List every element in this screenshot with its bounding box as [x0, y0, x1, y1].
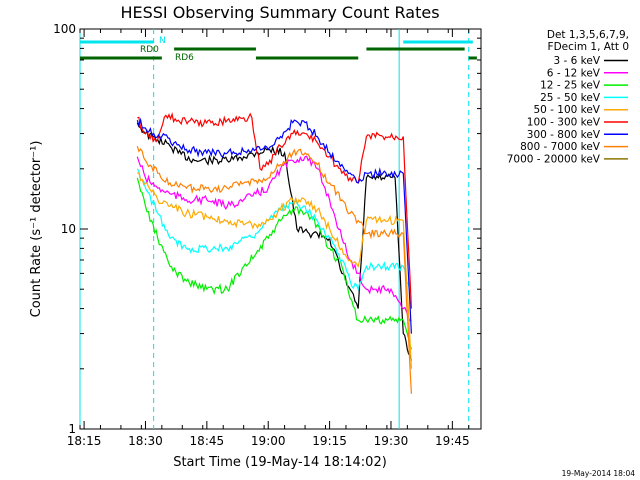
x-tick-label-4: 19:15 — [312, 434, 347, 448]
footer-timestamp: 19-May-2014 18:04 — [562, 469, 636, 478]
legend-label-3: 12 - 25 keV — [540, 80, 601, 92]
legend-label-4: 25 - 50 keV — [540, 92, 601, 104]
axis-ticks: 18:15 18:30 18:45 19:00 19:15 19:30 19:45 1 10 10… — [53, 22, 481, 448]
y-tick-label-1: 10 — [61, 222, 76, 236]
legend-label-1: 3 - 6 keV — [553, 55, 600, 67]
legend-label-7: 300 - 800 keV — [527, 129, 601, 141]
legend-label-9: 7000 - 20000 keV — [507, 153, 601, 165]
plot-frame — [79, 28, 482, 430]
series-line-8 — [136, 145, 412, 394]
legend-header-line-1: Det 1,3,5,6,7,9, — [547, 29, 629, 41]
series-line-6 — [137, 111, 412, 309]
y-tick-label-2: 100 — [53, 22, 76, 36]
y-axis-label: Count Rate (s⁻¹ detector⁻¹) — [29, 141, 44, 318]
x-tick-label-2: 18:45 — [190, 434, 225, 448]
n-state-label: N — [159, 36, 166, 46]
series-line-5 — [137, 172, 412, 369]
series-line-7 — [136, 117, 412, 334]
legend-header-line-2: FDecim 1, Att 0 — [548, 41, 629, 53]
chart-title: HESSI Observing Summary Count Rates — [120, 3, 439, 22]
series-line-1 — [136, 122, 412, 361]
legend-label-2: 6 - 12 keV — [547, 67, 601, 79]
series-line-4 — [136, 168, 412, 299]
x-tick-label-3: 19:00 — [251, 434, 286, 448]
rd0-state-label: RD0 — [140, 45, 159, 55]
legend: Det 1,3,5,6,7,9, FDecim 1, Att 0 3 - 6 k… — [507, 29, 629, 165]
series-layer — [136, 111, 412, 394]
legend-label-6: 100 - 300 keV — [527, 117, 601, 129]
legend-label-8: 800 - 7000 keV — [520, 141, 601, 153]
series-line-2 — [136, 155, 412, 322]
y-tick-label-0: 1 — [68, 422, 76, 436]
x-tick-label-6: 19:45 — [435, 434, 470, 448]
rd6-state-label: RD6 — [175, 53, 194, 63]
series-line-3 — [136, 177, 412, 350]
x-tick-label-0: 18:15 — [67, 434, 102, 448]
legend-label-5: 50 - 100 keV — [533, 104, 600, 116]
x-tick-label-5: 19:30 — [374, 434, 409, 448]
x-tick-label-1: 18:30 — [128, 434, 163, 448]
x-axis-label: Start Time (19-May-14 18:14:02) — [173, 455, 387, 470]
